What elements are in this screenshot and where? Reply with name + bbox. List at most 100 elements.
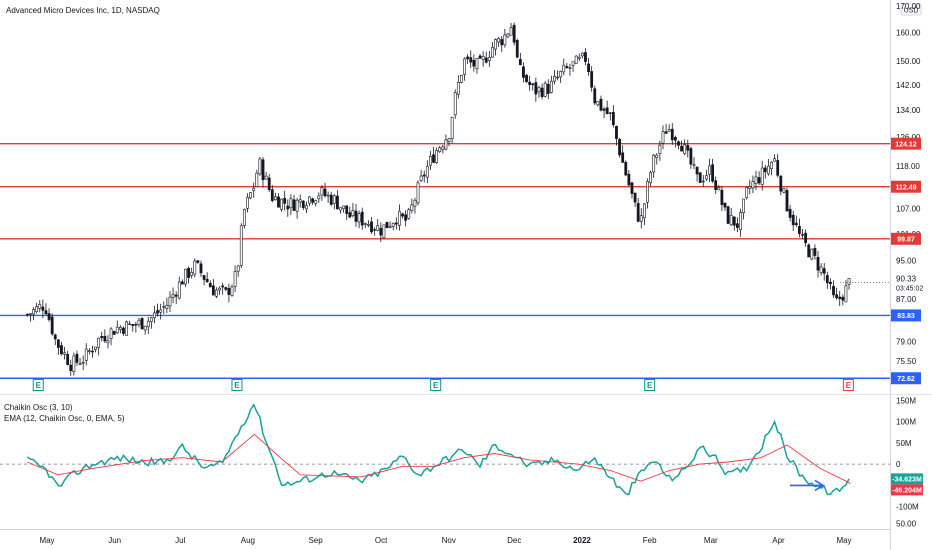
- candle: [683, 139, 687, 156]
- candle-body: [692, 164, 696, 166]
- candle-body: [370, 221, 373, 233]
- candle-body: [326, 194, 330, 197]
- candle-body: [522, 66, 525, 78]
- candle: [44, 303, 48, 316]
- candle: [218, 286, 221, 296]
- candle: [835, 287, 839, 300]
- candle: [497, 36, 501, 48]
- candle: [590, 66, 594, 92]
- candle: [525, 73, 528, 84]
- candle-body: [134, 324, 138, 326]
- candle-body: [174, 294, 178, 297]
- candle: [503, 28, 507, 48]
- candle: [735, 217, 739, 233]
- candle: [87, 348, 91, 355]
- time-tick-label: Feb: [643, 536, 657, 545]
- osc-tick-label: 0: [896, 460, 901, 469]
- candle: [574, 55, 578, 64]
- candle: [94, 346, 97, 353]
- candle: [413, 197, 417, 214]
- candle-body: [574, 55, 578, 64]
- candle-body: [460, 74, 463, 83]
- osc-value-label: -46.204M: [892, 487, 922, 494]
- candle: [453, 89, 457, 119]
- candle-body: [680, 145, 683, 152]
- candle-body: [227, 287, 231, 295]
- candle: [757, 171, 761, 186]
- candle: [125, 320, 128, 336]
- candle-body: [75, 353, 79, 363]
- candle-body: [835, 294, 839, 299]
- osc-tick-label: 50M: [896, 439, 912, 448]
- candle-body: [35, 306, 39, 313]
- candle: [35, 302, 39, 314]
- candle-body: [187, 267, 190, 278]
- candle-body: [621, 152, 625, 163]
- candle: [435, 147, 439, 164]
- candle-body: [677, 141, 680, 146]
- candle: [658, 140, 662, 161]
- candle-body: [847, 278, 851, 285]
- candle: [531, 82, 535, 91]
- candle-body: [506, 33, 510, 38]
- candle-body: [339, 207, 342, 211]
- candle-body: [385, 221, 389, 229]
- candle: [639, 208, 643, 229]
- level-badge: [891, 180, 921, 193]
- candle: [230, 284, 234, 297]
- candle: [159, 303, 163, 320]
- annotation-arrow: [790, 479, 825, 492]
- candle-body: [258, 158, 262, 175]
- chart-title: Advanced Micro Devices Inc, 1D, NASDAQ: [6, 6, 160, 15]
- candle-body: [202, 275, 206, 280]
- candle-body: [788, 208, 792, 218]
- candle: [283, 190, 287, 211]
- candle: [236, 264, 240, 277]
- candle: [463, 57, 466, 81]
- candle: [382, 224, 386, 240]
- level-badge-label: 124.12: [895, 141, 917, 148]
- candle-body: [184, 268, 187, 285]
- candle-body: [41, 306, 45, 311]
- candle-body: [190, 272, 194, 276]
- candle-body: [292, 199, 296, 211]
- candle: [199, 260, 203, 277]
- candle: [205, 272, 209, 283]
- candle-body: [829, 281, 832, 285]
- candle: [776, 153, 780, 178]
- candle: [47, 308, 51, 322]
- candle-body: [466, 56, 470, 60]
- candle-body: [280, 198, 284, 210]
- candle-body: [813, 248, 817, 256]
- candle-body: [484, 57, 488, 63]
- candle-body: [494, 39, 497, 50]
- candle-body: [215, 289, 218, 297]
- candle: [549, 75, 553, 94]
- candle: [146, 316, 150, 334]
- time-tick-label: Apr: [772, 536, 785, 545]
- candle: [655, 153, 659, 165]
- candle-body: [773, 158, 777, 162]
- candle-body: [819, 266, 823, 274]
- price-tick-label: 142.00: [896, 81, 921, 90]
- candle-body: [122, 327, 125, 334]
- candle: [336, 190, 339, 210]
- candle: [286, 199, 290, 217]
- candle: [704, 169, 708, 182]
- candle: [63, 346, 66, 360]
- candle: [636, 197, 640, 223]
- candle: [825, 271, 829, 289]
- candle-body: [528, 81, 532, 86]
- candle-body: [125, 321, 128, 336]
- candle-body: [277, 196, 280, 208]
- candle-body: [425, 166, 429, 178]
- candle: [295, 197, 299, 219]
- candle-body: [267, 177, 271, 191]
- candle-body: [156, 310, 159, 314]
- candle: [565, 62, 569, 69]
- candle-body: [118, 327, 122, 330]
- level-badge-label: 99.87: [897, 237, 915, 244]
- currency-badge[interactable]: [900, 3, 922, 16]
